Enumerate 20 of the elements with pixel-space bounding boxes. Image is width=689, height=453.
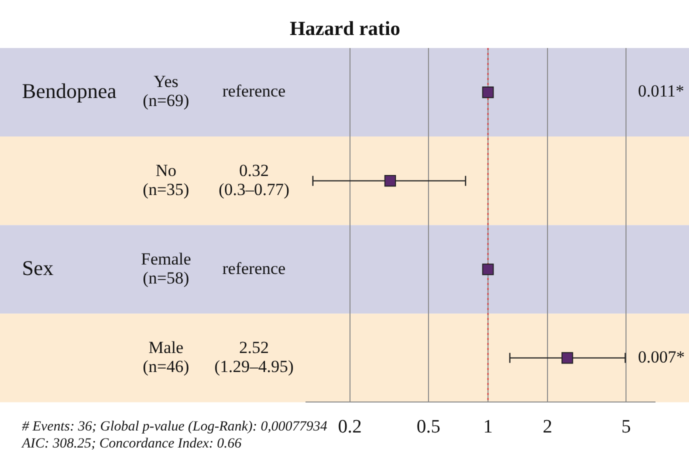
x-tick-label: 1 [483, 416, 493, 438]
y-tick-label: Male (n=46) [142, 338, 190, 376]
text: Sex [22, 256, 54, 280]
text: Bendopnea [22, 78, 118, 103]
data-label: 0.32 (0.3–0.77) [218, 160, 290, 199]
x-tick-label: 5 [621, 416, 631, 438]
y-tick-label: No (n=35) [142, 160, 190, 199]
data-label: reference [222, 258, 286, 278]
y-tick-label: Female (n=58) [140, 249, 192, 288]
y2-tick-label: 0.011* [638, 82, 684, 101]
x-tick-label: 2 [542, 416, 552, 438]
data-label: reference [222, 82, 286, 101]
text: # Events: 36; Global p-value (Log-Rank): 0,00077934 [22, 420, 328, 435]
chart-title: Hazard ratio [290, 18, 400, 40]
y2-tick-label: 0.007* [638, 347, 685, 366]
text: AIC: 308.25; Concordance Index: 0.66 [21, 436, 242, 452]
y-tick-label: Yes (n=69) [142, 72, 190, 110]
x-tick-label: 0.2 [338, 416, 362, 438]
x-tick-label: 0.5 [416, 416, 440, 438]
data-label: 2.52 (1.29–4.95) [214, 338, 294, 376]
